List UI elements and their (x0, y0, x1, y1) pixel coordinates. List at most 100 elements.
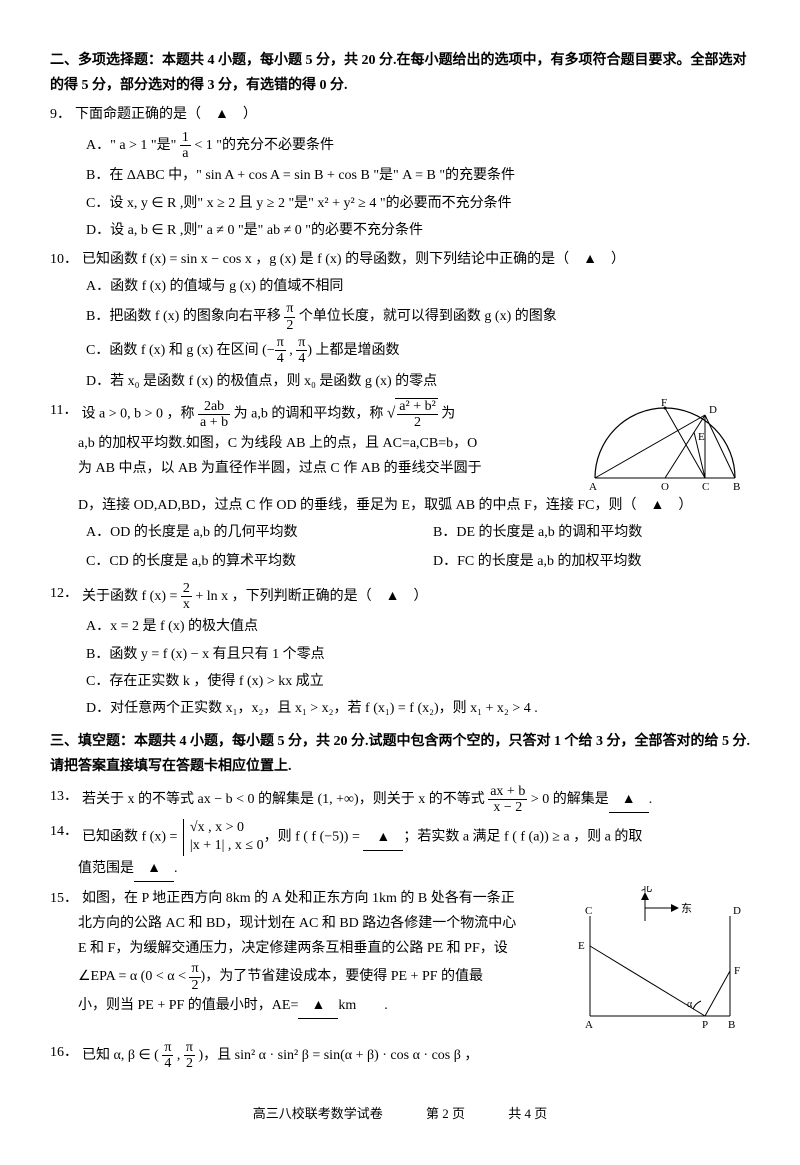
q10-opt-c: C．函数 f (x) 和 g (x) 在区间 (−π4 , π4) 上都是增函数 (86, 335, 750, 367)
q10-c-pre: C．函数 f (x) 和 g (x) 在区间 (86, 343, 262, 358)
q15-l4d: 2 (189, 978, 200, 993)
q15-l5po: km . (338, 998, 387, 1013)
q15-l3: E 和 F，为缓解交通压力，决定修建两条互相垂直的公路 PE 和 PF，设 (78, 936, 565, 961)
section2-header: 二、多项选择题：本题共 4 小题，每小题 5 分，共 20 分.在每小题给出的选… (50, 48, 750, 98)
footer-page: 第 2 页 (426, 1106, 465, 1121)
q11-hmn: 2ab (198, 399, 230, 415)
q10-b-pre: B．把函数 f (x) 的图象向右平移 (86, 309, 284, 324)
q9-opt-a: A．" a > 1 "是" 1a < 1 "的充分不必要条件 (86, 130, 750, 162)
q14-end: . (174, 861, 178, 876)
q14-b1: ▲ (363, 825, 403, 851)
q12-pre: 关于函数 f (x) = (82, 589, 181, 604)
q11-l4: D，连接 OD,AD,BD，过点 C 作 OD 的垂线，垂足为 E，取弧 AB … (78, 493, 750, 518)
q10-b-den: 2 (284, 318, 295, 333)
question-16: 16． 已知 α, β ∈ ( π4 , π2 )，且 sin² α · sin… (50, 1040, 750, 1072)
q12-opt-c: C．存在正实数 k ，使得 f (x) > kx 成立 (86, 669, 750, 694)
q11-num: 11． (50, 398, 77, 423)
q12-opt-b: B．函数 y = f (x) − x 有且只有 1 个零点 (86, 642, 750, 667)
q15-num: 15． (50, 886, 78, 911)
q10-num: 10． (50, 247, 78, 272)
q11-l3: 为 AB 中点，以 AB 为直径作半圆，过点 C 作 AB 的垂线交半圆于 (78, 456, 575, 481)
q12-fn: 2 (181, 581, 192, 597)
q16-n2: π (184, 1040, 195, 1056)
q15-l4n: π (189, 961, 200, 977)
q11-opt-d: D．FC 的长度是 a,b 的加权平均数 (433, 549, 750, 574)
q14-m1: ，则 f ( f (−5)) = (264, 830, 364, 845)
q14-b2: ▲ (134, 856, 174, 882)
q14-stem: 已知函数 f (x) = √x , x > 0|x + 1| , x ≤ 0，则… (82, 819, 750, 855)
q13-post: > 0 的解集是 (527, 792, 608, 807)
question-14: 14． 已知函数 f (x) = √x , x > 0|x + 1| , x ≤… (50, 819, 750, 882)
q10-opt-d: D．若 x₀ 是函数 f (x) 的极值点，则 x₀ 是函数 g (x) 的零点 (86, 369, 750, 394)
q15-lbl-d: D (733, 905, 741, 917)
q10-c-d2: 4 (296, 351, 307, 366)
question-9: 9．下面命题正确的是（ ▲ ） A．" a > 1 "是" 1a < 1 "的充… (50, 102, 750, 243)
q13-fd: x − 2 (488, 800, 527, 815)
q11-qmd: 2 (397, 415, 438, 430)
q16-m: , (173, 1048, 184, 1063)
q12-fd: x (181, 597, 192, 612)
q9-a-num: 1 (180, 130, 191, 146)
q14-m2: ；若实数 a 满足 f ( f (a)) ≥ a ，则 a 的取 (403, 830, 642, 845)
q12-opt-d: D．对任意两个正实数 x₁，x₂，且 x₁ > x₂，若 f (x₁) = f … (86, 696, 750, 721)
q13-end: . (649, 792, 653, 807)
q11-pre: 设 a > 0, b > 0 ，称 (81, 407, 198, 422)
q15-lbl-al: α (687, 999, 693, 1010)
q10-stem: 已知函数 f (x) = sin x − cos x ，g (x) 是 f (x… (82, 247, 750, 272)
q11-lbl-b: B (733, 481, 740, 493)
footer-total: 共 4 页 (508, 1106, 547, 1121)
q15-l4p: ∠EPA = α (0 < α < (78, 970, 189, 985)
q10-b-post: 个单位长度，就可以得到函数 g (x) 的图象 (295, 309, 556, 324)
q11-hmd: a + b (198, 415, 230, 430)
footer-title: 高三八校联考数学试卷 (253, 1106, 383, 1121)
q13-stem: 若关于 x 的不等式 ax − b < 0 的解集是 (1, +∞)，则关于 x… (82, 784, 750, 816)
q15-lbl-f: F (734, 965, 740, 977)
q10-c-m: , (286, 343, 297, 358)
q11-qmn: a² + b² (397, 399, 438, 415)
q16-post: )，且 sin² α · sin² β = sin(α + β) · cos α… (195, 1048, 478, 1063)
q10-c-n2: π (296, 335, 307, 351)
question-12: 12． 关于函数 f (x) = 2x + ln x ，下列判断正确的是（ ▲ … (50, 581, 750, 722)
page-footer: 高三八校联考数学试卷 第 2 页 共 4 页 (50, 1102, 750, 1125)
q10-opt-b: B．把函数 f (x) 的图象向右平移 π2 个单位长度，就可以得到函数 g (… (86, 301, 750, 333)
q10-c-l: (− (262, 343, 275, 358)
q11-m1: 为 a,b 的调和平均数，称 (230, 407, 387, 422)
q9-a-den: a (180, 146, 191, 161)
q13-num: 13． (50, 784, 78, 809)
q16-n1: π (162, 1040, 173, 1056)
q9-opt-c: C．设 x, y ∈ R ,则" x ≥ 2 且 y ≥ 2 "是" x² + … (86, 191, 750, 216)
q9-a-post: < 1 "的充分不必要条件 (191, 138, 334, 153)
q13-pre: 若关于 x 的不等式 ax − b < 0 的解集是 (1, +∞)，则关于 x… (82, 792, 488, 807)
q14-c2: |x + 1| , x ≤ 0 (190, 838, 264, 853)
q9-num: 9． (50, 102, 71, 127)
q10-opt-a: A．函数 f (x) 的值域与 g (x) 的值域不相同 (86, 274, 750, 299)
q14-l2p: 值范围是 (78, 861, 134, 876)
q14-pre: 已知函数 f (x) = (82, 830, 181, 845)
section3-header: 三、填空题：本题共 4 小题，每小题 5 分，共 20 分.试题中包含两个空的，… (50, 729, 750, 779)
q10-c-d1: 4 (275, 351, 286, 366)
q13-blank: ▲ (609, 787, 649, 813)
q11-diagram: A O C B D E F (585, 398, 750, 493)
q14-num: 14． (50, 819, 78, 844)
q14-l2: 值范围是▲. (78, 856, 750, 882)
q15-lbl-e: 东 (681, 902, 692, 915)
q15-l1: 如图，在 P 地正西方向 8km 的 A 处和正东方向 1km 的 B 处各有一… (82, 886, 565, 911)
q10-b-num: π (284, 301, 295, 317)
q15-lbl-a: A (585, 1019, 593, 1031)
q10-c-post: 上都是增函数 (312, 343, 400, 358)
q15-blank: ▲ (298, 993, 338, 1019)
q16-pre: 已知 α, β ∈ ( (82, 1048, 162, 1063)
q12-num: 12． (50, 581, 78, 606)
q15-l2: 北方向的公路 AC 和 BD，现计划在 AC 和 BD 路边各修建一个物流中心 (78, 911, 565, 936)
q12-stem: 关于函数 f (x) = 2x + ln x ，下列判断正确的是（ ▲ ） (82, 581, 750, 613)
question-15: 15．如图，在 P 地正西方向 8km 的 A 处和正东方向 1km 的 B 处… (50, 886, 750, 1036)
q11-stem: 设 a > 0, b > 0 ，称 2aba + b 为 a,b 的调和平均数，… (81, 398, 575, 431)
q11-opt-c: C．CD 的长度是 a,b 的算术平均数 (86, 549, 403, 574)
q15-l4: ∠EPA = α (0 < α < π2)，为了节省建设成本，要使得 PE + … (78, 961, 565, 993)
q15-l5p: 小，则当 PE + PF 的值最小时，AE= (78, 998, 298, 1013)
q16-d1: 4 (162, 1056, 173, 1071)
q11-opt-b: B．DE 的长度是 a,b 的调和平均数 (433, 520, 750, 545)
q9-stem: 下面命题正确的是（ ▲ ） (75, 102, 750, 127)
q9-opt-b: B．在 ΔABC 中，" sin A + cos A = sin B + cos… (86, 163, 750, 188)
q16-d2: 2 (184, 1056, 195, 1071)
